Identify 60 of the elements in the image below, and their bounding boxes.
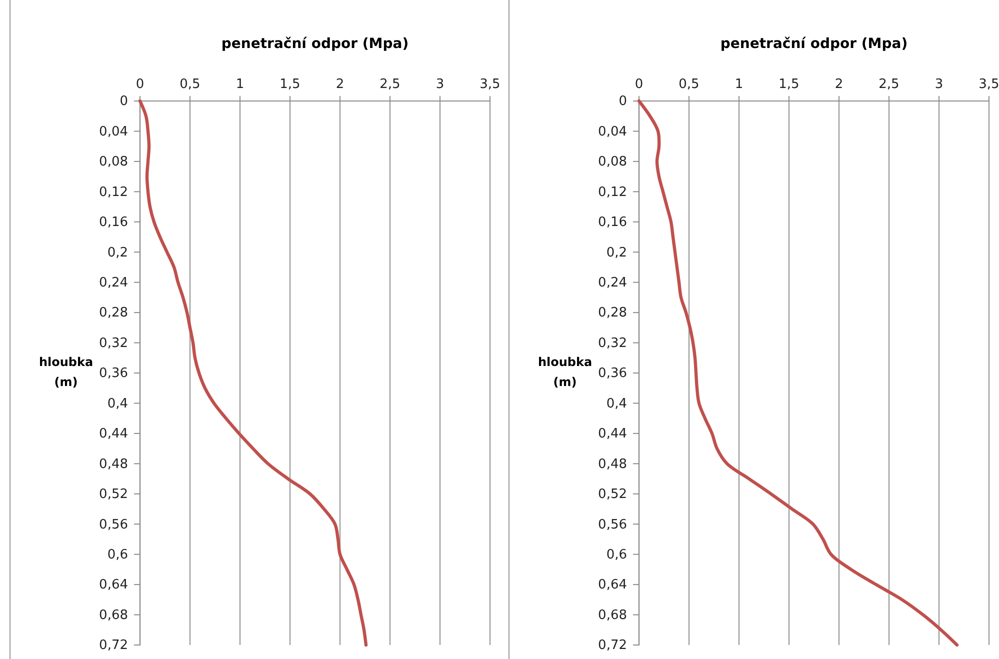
line-series <box>138 99 368 647</box>
y-tick-label: 0,12 <box>99 184 128 200</box>
y-tick-label: 0,12 <box>598 184 627 200</box>
y-tick-label: 0,48 <box>598 456 627 472</box>
y-tick-label: 0,48 <box>99 456 128 472</box>
y-tick-label: 0,6 <box>606 547 627 562</box>
y-tick-label: 0 <box>120 94 128 110</box>
x-tick-label: 2,5 <box>878 77 900 92</box>
x-tick-label: 1 <box>236 77 244 92</box>
y-tick-label: 0,44 <box>598 426 627 442</box>
y-tick-label: 0,52 <box>598 487 627 502</box>
x-tick-label: 0 <box>136 77 144 92</box>
x-tick-label: 2 <box>336 77 344 92</box>
x-tick-label: 2,5 <box>380 77 400 92</box>
y-tick-label: 0,68 <box>598 608 627 623</box>
y-tick-label: 0,2 <box>606 245 627 260</box>
y-tick-label: 0,68 <box>99 608 128 623</box>
x-tick-label: 1 <box>734 77 744 92</box>
y-tick-label: 0,04 <box>99 124 128 140</box>
y-tick-label: 0,56 <box>99 517 128 532</box>
x-tick-label: 3,5 <box>480 77 500 92</box>
y-tick-label: 0,72 <box>598 638 627 654</box>
y-tick-label: 0,72 <box>99 638 128 654</box>
y-tick-label: 0,6 <box>107 547 128 562</box>
y-tick-label: 0,2 <box>107 245 128 260</box>
y-tick-label: 0,36 <box>99 366 128 382</box>
y-axis-title: hloubka (m) <box>38 355 94 389</box>
y-tick-label: 0,28 <box>598 306 627 321</box>
x-axis-title: penetrační odpor (Mpa) <box>221 36 409 52</box>
y-tick-label: 0,28 <box>99 306 128 321</box>
line-series <box>637 99 959 647</box>
y-tick-label: 0,52 <box>99 487 128 502</box>
y-tick-label: 0,16 <box>598 215 627 230</box>
y-tick-label: 0,16 <box>99 215 128 230</box>
x-tick-label: 0,5 <box>180 77 200 92</box>
y-tick-label: 0,4 <box>107 396 128 412</box>
x-tick-label: 0 <box>634 77 644 92</box>
y-tick-label: 0,32 <box>598 336 627 351</box>
y-tick-label: 0,24 <box>99 275 128 290</box>
y-tick-label: 0,08 <box>99 154 128 170</box>
y-axis-title: hloubka (m) <box>538 355 592 389</box>
y-tick-label: 0,64 <box>598 578 627 593</box>
x-tick-label: 1,5 <box>280 77 300 92</box>
y-tick-label: 0 <box>618 94 627 110</box>
y-tick-label: 0,36 <box>598 366 627 382</box>
x-tick-label: 2 <box>834 77 844 92</box>
x-tick-label: 0,5 <box>678 77 700 92</box>
y-tick-label: 0,32 <box>99 336 128 351</box>
y-tick-label: 0,56 <box>598 517 627 532</box>
x-tick-label: 3 <box>934 77 944 92</box>
x-axis-title: penetrační odpor (Mpa) <box>720 36 908 52</box>
y-tick-label: 0,4 <box>606 396 627 412</box>
x-tick-label: 1,5 <box>778 77 800 92</box>
x-tick-label: 3,5 <box>978 77 999 92</box>
y-tick-label: 0,24 <box>598 275 627 290</box>
y-tick-label: 0,08 <box>598 154 627 170</box>
y-tick-label: 0,64 <box>99 578 128 593</box>
y-tick-label: 0,44 <box>99 426 128 442</box>
x-tick-label: 3 <box>436 77 444 92</box>
y-tick-label: 0,04 <box>598 124 627 140</box>
